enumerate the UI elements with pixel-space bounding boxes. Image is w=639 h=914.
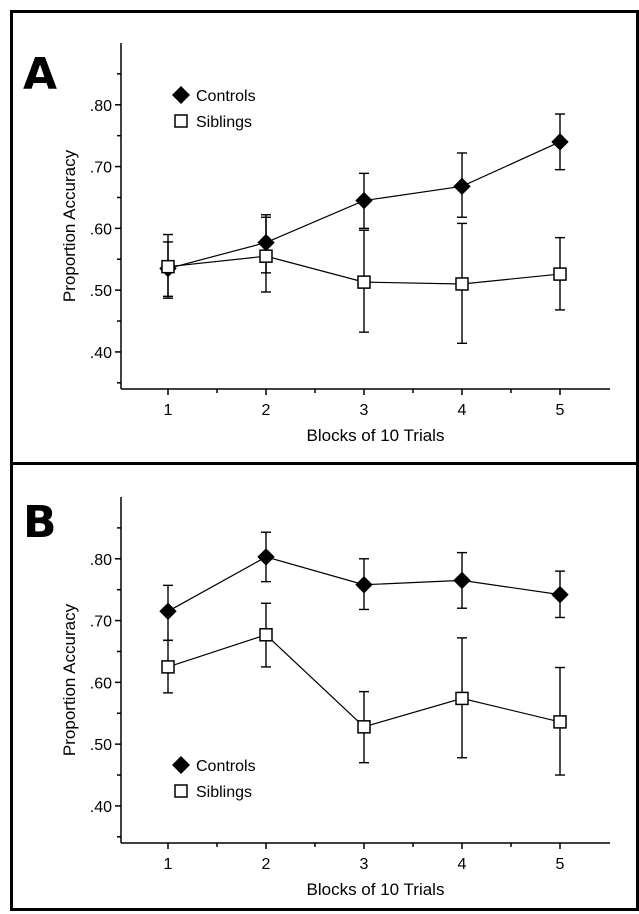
- legend-marker-controls: [172, 86, 190, 104]
- data-point-controls: [453, 571, 471, 590]
- x-tick-label: 4: [458, 856, 467, 873]
- data-point-controls: [257, 548, 275, 566]
- data-point-controls: [355, 576, 373, 594]
- data-point-siblings: [259, 628, 273, 642]
- x-tick-label: 1: [164, 402, 173, 419]
- chart-panel-a: A .40 .50 .60 .70 .80 1 2 3 4 5 Blocks of 10 Trials…: [10, 10, 639, 465]
- x-tick-label: 3: [360, 402, 369, 419]
- y-axis-title: Proportion Accuracy: [60, 149, 79, 302]
- y-tick-label: .80: [90, 552, 112, 569]
- data-point-siblings: [553, 267, 567, 281]
- legend-label-siblings: Siblings: [196, 784, 252, 801]
- x-tick-label: 5: [556, 402, 565, 419]
- x-tick-label: 2: [262, 402, 271, 419]
- panel-label: A: [23, 49, 57, 100]
- data-point-controls: [355, 191, 373, 210]
- x-tick-label: 4: [458, 402, 467, 419]
- x-tick-label: 2: [262, 856, 271, 873]
- legend-label-siblings: Siblings: [196, 114, 252, 131]
- chart-b-svg: B .40 .50 .60 .70 .80 1 2 3 4 5 Blocks of 10 Trials…: [23, 497, 610, 899]
- chart-a-svg: A .40 .50 .60 .70 .80 1 2 3 4 5 Blocks of 10 Trials…: [23, 43, 610, 445]
- legend-label-controls: Controls: [196, 88, 256, 105]
- x-tick-label: 1: [164, 856, 173, 873]
- legend-marker-siblings: [174, 784, 188, 798]
- data-point-controls: [453, 177, 471, 196]
- data-point-siblings: [161, 660, 175, 674]
- panel-label: B: [23, 497, 57, 548]
- y-axis-title: Proportion Accuracy: [60, 603, 79, 756]
- y-tick-label: .80: [90, 98, 112, 115]
- y-tick-label: .50: [90, 283, 112, 300]
- y-tick-label: .60: [90, 221, 112, 238]
- data-point-siblings: [455, 691, 469, 706]
- data-point-siblings: [553, 715, 567, 729]
- y-tick-label: .60: [90, 675, 112, 692]
- y-tick-label: .70: [90, 614, 112, 631]
- legend-marker-controls: [172, 756, 190, 774]
- x-axis-title: Blocks of 10 Trials: [307, 880, 445, 899]
- data-point-siblings: [357, 720, 371, 734]
- legend-marker-siblings: [174, 114, 188, 128]
- data-point-siblings: [455, 277, 469, 291]
- y-tick-label: .50: [90, 737, 112, 754]
- data-point-siblings: [357, 275, 371, 289]
- data-point-controls: [551, 585, 569, 604]
- x-axis-title: Blocks of 10 Trials: [307, 426, 445, 445]
- y-tick-label: .40: [90, 345, 112, 362]
- x-tick-label: 3: [360, 856, 369, 873]
- data-point-controls: [159, 602, 177, 621]
- y-tick-label: .70: [90, 160, 112, 177]
- data-point-siblings: [259, 249, 273, 263]
- x-tick-label: 5: [556, 856, 565, 873]
- chart-panel-b: B .40 .50 .60 .70 .80 1 2 3 4 5 Blocks of 10 Trials…: [10, 462, 639, 911]
- legend-label-controls: Controls: [196, 758, 256, 775]
- data-point-controls: [551, 133, 569, 151]
- data-point-siblings: [161, 259, 175, 274]
- data-point-controls: [257, 233, 275, 252]
- y-tick-label: .40: [90, 799, 112, 816]
